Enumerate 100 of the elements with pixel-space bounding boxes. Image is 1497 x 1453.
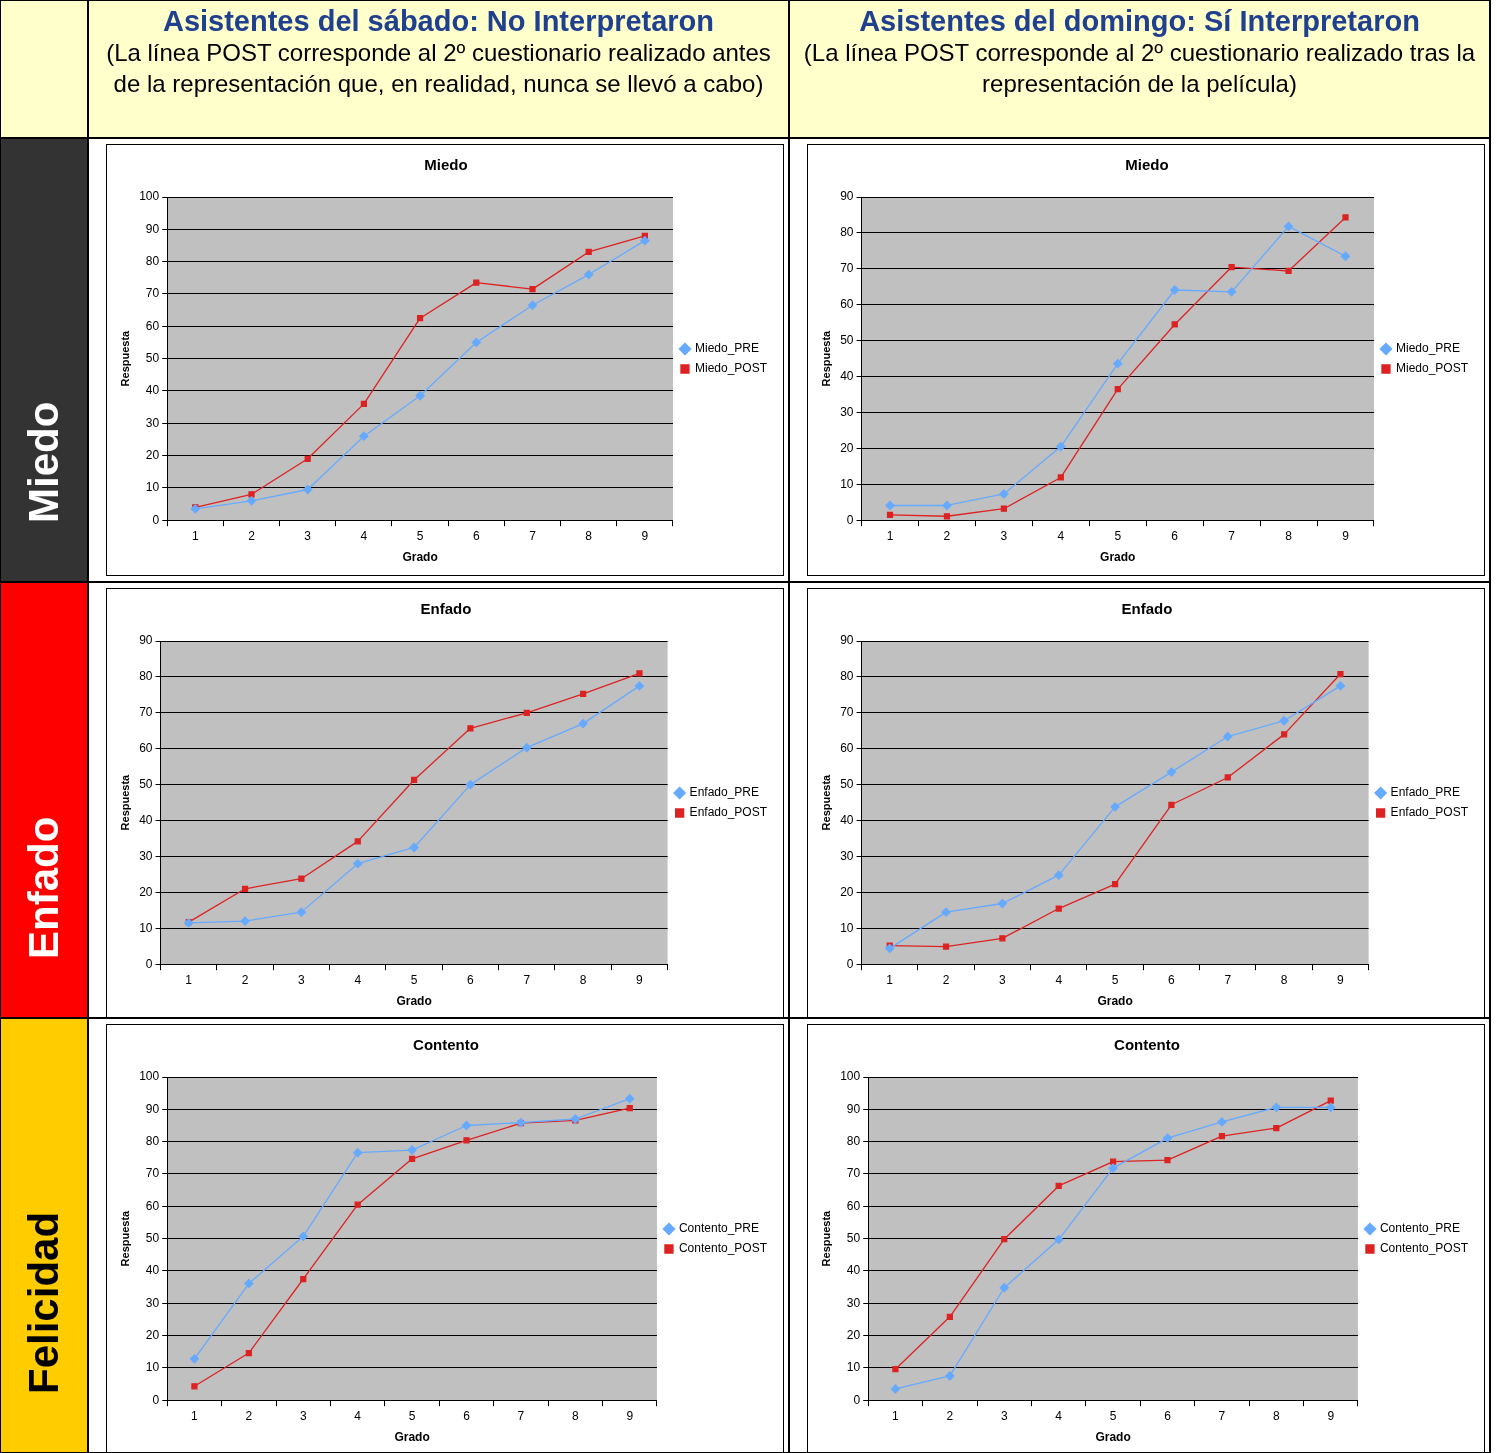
y-tick-label: 0 [152,512,160,527]
text: (La línea POST corresponde al 2º cuestionario realizado tras la representación de la película) [802,38,1477,99]
x-tick-label: 1 [185,972,193,987]
x-tick-label: 8 [1272,1408,1280,1423]
x-tick-label: 8 [1285,528,1293,543]
x-tick-label: 4 [354,1408,362,1423]
y-tick-label: 60 [139,741,153,756]
y-tick-label: 50 [846,1230,861,1245]
y-tick-label: 0 [846,956,854,971]
x-tick-label: 5 [410,972,418,987]
legend-label: Miedo_POST [694,361,768,376]
y-tick-label: 30 [139,848,153,863]
x-tick-label: 7 [529,528,537,543]
y-axis-title: Respuesta [118,1209,131,1267]
x-tick-label: 8 [585,528,593,543]
x-tick-label: 6 [463,1408,471,1423]
y-tick-label: 60 [145,1198,160,1213]
y-tick-label: 20 [139,884,153,899]
y-tick-label: 10 [840,920,854,935]
y-tick-label: 90 [139,633,153,648]
y-tick-label: 90 [145,1101,160,1116]
y-tick-label: 10 [840,476,854,491]
y-tick-label: 20 [846,1327,861,1342]
y-tick-label: 0 [145,956,153,971]
x-tick-label: 5 [1109,1408,1117,1423]
y-tick-label: 0 [846,512,854,527]
x-tick-label: 9 [636,972,644,987]
x-tick-label: 1 [886,528,894,543]
y-tick-label: 50 [840,332,854,347]
y-tick-label: 30 [145,415,160,430]
y-tick-label: 70 [840,705,854,720]
y-tick-label: 70 [145,286,160,301]
legend-label: Miedo_PRE [694,341,759,356]
chart-title: Miedo [1125,156,1169,174]
x-tick-label: 4 [1057,528,1065,543]
legend-label: Enfado_POST [689,805,768,820]
x-tick-label: 5 [408,1408,416,1423]
x-tick-label: 6 [472,528,480,543]
y-tick-label: 100 [139,1069,160,1084]
x-tick-label: 3 [304,528,312,543]
x-tick-label: 1 [191,1408,199,1423]
y-tick-label: 90 [145,221,160,236]
y-tick-label: 90 [840,189,854,204]
y-tick-label: 30 [840,404,854,419]
y-tick-label: 60 [840,741,854,756]
chart-title: Contento [1114,1036,1180,1054]
x-tick-label: 7 [523,972,531,987]
x-tick-label: 4 [1055,1408,1063,1423]
y-tick-label: 50 [145,350,160,365]
y-tick-label: 40 [145,383,160,398]
text: Miedo [20,401,68,523]
y-tick-label: 10 [139,920,153,935]
x-tick-label: 6 [1171,528,1179,543]
y-tick-label: 60 [145,318,160,333]
y-axis-title: Respuesta [819,773,832,831]
y-tick-label: 50 [145,1230,160,1245]
y-tick-label: 20 [840,884,854,899]
x-tick-label: 1 [191,528,199,543]
text: (La línea POST corresponde al 2º cuestionario realizado antes de la representación que, en realidad, nunca se llevó a cabo) [105,38,772,99]
legend-label: Contento_PRE [1379,1221,1461,1236]
x-tick-label: 8 [571,1408,579,1423]
y-tick-label: 10 [145,1360,160,1375]
x-tick-label: 9 [1327,1408,1335,1423]
y-axis-title: Respuesta [118,773,131,831]
x-tick-label: 6 [467,972,475,987]
x-tick-label: 4 [354,972,362,987]
text: Enfado [20,816,68,959]
x-tick-label: 2 [248,528,256,543]
x-axis-title: Grado [394,1430,430,1445]
x-tick-label: 8 [1280,972,1288,987]
x-tick-label: 2 [245,1408,253,1423]
text: Felicidad [20,1211,68,1394]
y-tick-label: 40 [145,1263,160,1278]
x-tick-label: 7 [1228,528,1236,543]
x-tick-label: 5 [1111,972,1119,987]
y-tick-label: 80 [145,253,160,268]
x-tick-label: 1 [886,972,894,987]
x-tick-label: 6 [1168,972,1176,987]
y-tick-label: 100 [139,189,160,204]
x-tick-label: 9 [1342,528,1350,543]
x-tick-label: 2 [946,1408,954,1423]
x-tick-label: 2 [942,972,950,987]
x-tick-label: 7 [1218,1408,1226,1423]
x-tick-label: 6 [1164,1408,1172,1423]
x-tick-label: 4 [1055,972,1063,987]
y-tick-label: 70 [145,1166,160,1181]
y-tick-label: 70 [846,1166,861,1181]
x-tick-label: 5 [1114,528,1122,543]
y-axis-title: Respuesta [819,329,832,387]
legend-label: Enfado_POST [1390,805,1469,820]
y-axis-title: Respuesta [819,1209,832,1267]
y-tick-label: 40 [139,812,153,827]
y-tick-label: 100 [840,1069,861,1084]
x-tick-label: 2 [241,972,249,987]
x-tick-label: 3 [1000,1408,1008,1423]
y-tick-label: 40 [846,1263,861,1278]
y-tick-label: 90 [846,1101,861,1116]
y-axis-title: Respuesta [118,329,131,387]
legend-label: Contento_PRE [678,1221,760,1236]
y-tick-label: 60 [840,297,854,312]
